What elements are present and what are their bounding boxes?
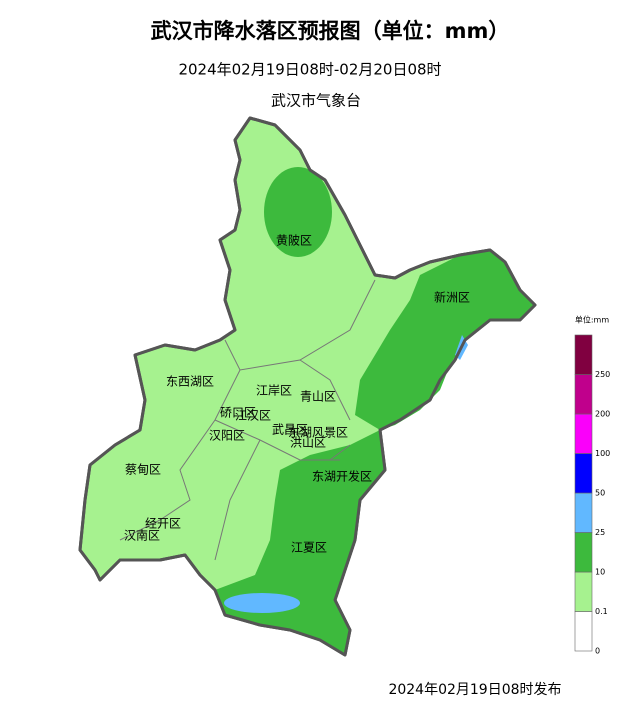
legend-swatch: [574, 374, 593, 415]
district-label: 汉南区: [124, 528, 160, 543]
district-label: 青山区: [300, 390, 336, 404]
footer: 2024年02月19日08时发布: [388, 682, 561, 698]
region-dark: [355, 250, 535, 430]
legend-swatch: [574, 492, 593, 533]
legend-tick-label: 100: [595, 449, 610, 458]
legend-tick-label: 10: [595, 568, 605, 577]
legend: 单位:mm 0 0.1 10 25 50 100 200 250: [574, 315, 610, 656]
issuer: 武汉市气象台: [271, 92, 361, 110]
legend-swatch: [574, 453, 593, 494]
title: 武汉市降水落区预报图（单位：mm）: [151, 19, 510, 43]
district-label: 江岸区: [256, 384, 292, 398]
legend-swatch: [574, 532, 593, 573]
district-label: 新洲区: [434, 290, 470, 305]
district-label: 经开区: [145, 517, 181, 531]
legend-tick-label: 25: [595, 528, 605, 537]
district-label: 江夏区: [291, 541, 327, 555]
legend-tick-label: 0.1: [595, 607, 608, 616]
district-label: 黄陂区: [276, 233, 312, 248]
district-label: 武昌区: [272, 423, 308, 437]
lake: [224, 593, 300, 613]
legend-tick-label: 0: [595, 647, 600, 656]
legend-tick-label: 50: [595, 489, 605, 498]
district-label: 江汉区: [235, 409, 271, 423]
region-dark: [264, 167, 332, 257]
district-label: 硚口区: [220, 406, 256, 420]
region-outline: [78, 116, 537, 657]
legend-swatch: [574, 413, 593, 454]
map: [78, 116, 537, 657]
legend-tick-label: 250: [595, 370, 610, 379]
legend-swatch: [574, 611, 593, 652]
legend-tick-label: 200: [595, 410, 610, 419]
district-label: 汉阳区: [209, 429, 245, 443]
district-label: 东西湖区: [166, 374, 214, 389]
legend-unit: 单位:mm: [575, 315, 609, 325]
district-label: 东湖开发区: [312, 469, 372, 484]
district-label: 洪山区: [290, 436, 326, 450]
legend-swatch: [574, 571, 593, 612]
district-border: [119, 279, 376, 561]
district-label: 东湖风景区: [288, 425, 348, 440]
district-label: 蔡甸区: [125, 463, 161, 477]
subtitle: 2024年02月19日08时-02月20日08时: [178, 61, 441, 79]
legend-swatch: [574, 334, 593, 375]
